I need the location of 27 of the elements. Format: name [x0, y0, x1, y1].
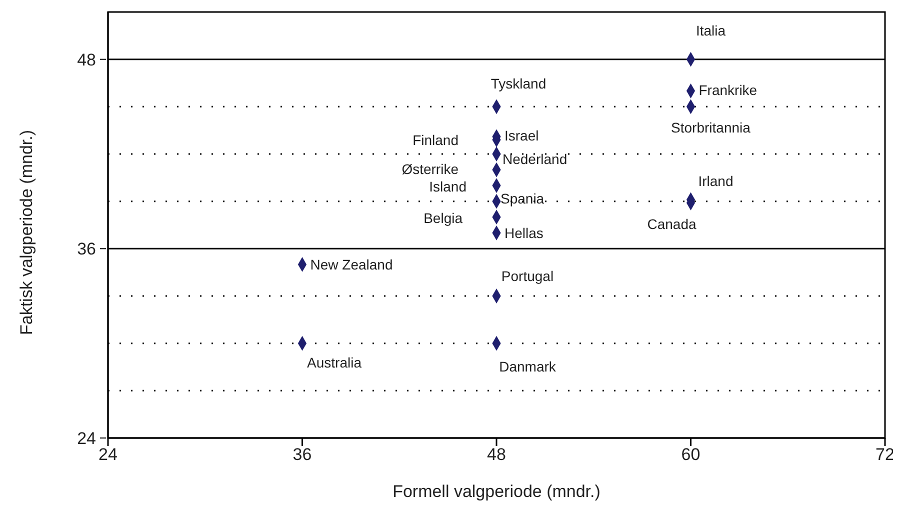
annotation: Østerrike — [402, 160, 459, 177]
annotation: Portugal — [501, 268, 554, 284]
annotation: Italia — [696, 22, 726, 38]
annotation: New Zealand — [310, 256, 393, 272]
annotation: Frankrike — [698, 82, 758, 98]
annotation: Australia — [307, 354, 362, 370]
y-tick-label: 48 — [77, 50, 96, 70]
annotation: Storbritannia — [671, 120, 751, 136]
y-axis-title: Faktisk valgperiode (mndr.) — [17, 130, 36, 335]
annotation: Belgia — [424, 210, 463, 226]
annotation: Canada — [647, 216, 696, 232]
annotation: Island — [429, 178, 466, 195]
x-tick-label: 36 — [292, 445, 312, 464]
annotation: Finland — [412, 132, 458, 148]
y-tick-label: 24 — [77, 429, 96, 448]
y-tick-label: 36 — [77, 240, 96, 259]
annotation: Nederland — [502, 151, 568, 167]
annotation: Tyskland — [490, 76, 546, 92]
x-tick-label: 24 — [98, 445, 118, 464]
x-axis-title: Formell valgperiode (mndr.) — [392, 482, 600, 501]
annotation: Irland — [698, 172, 734, 189]
annotation: Danmark — [499, 358, 557, 374]
annotation: Israel — [504, 128, 539, 144]
annotation: Hellas — [504, 224, 544, 241]
x-tick-label: 60 — [681, 445, 700, 464]
x-tick-label: 48 — [487, 445, 506, 464]
annotation: Spania — [500, 190, 544, 206]
